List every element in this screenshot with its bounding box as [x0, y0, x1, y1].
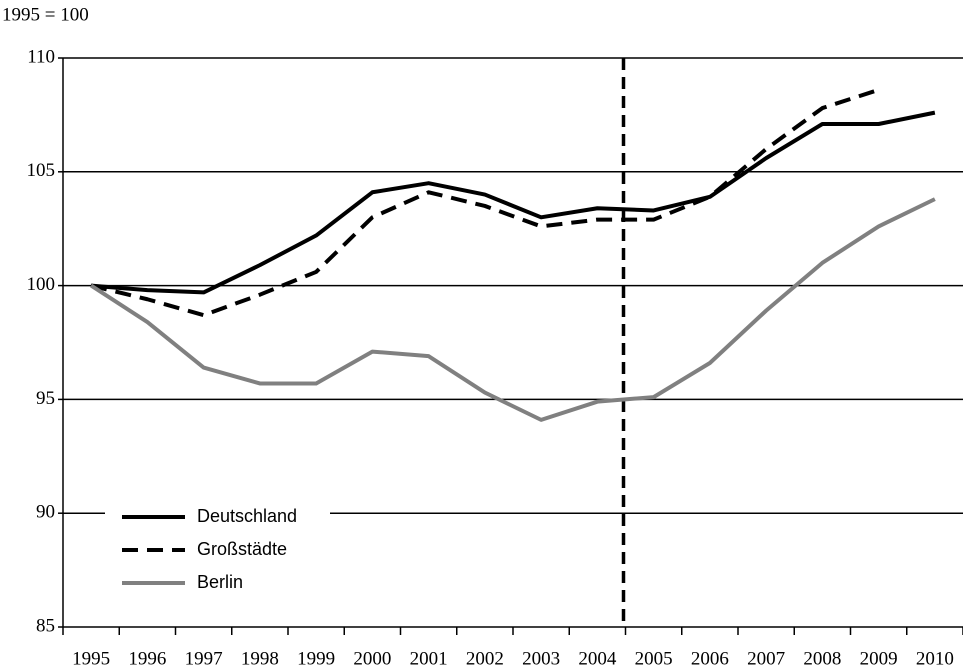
y-tick-label: 90 — [36, 502, 55, 523]
y-tick-label: 85 — [36, 615, 55, 636]
legend-label: Deutschland — [197, 506, 297, 526]
legend-label: Großstädte — [197, 539, 287, 559]
x-tick-label: 1995 — [72, 648, 110, 669]
x-tick-label: 2009 — [860, 648, 898, 669]
x-tick-label: 2008 — [803, 648, 841, 669]
x-tick-label: 2006 — [691, 648, 729, 669]
y-tick-label: 100 — [27, 274, 56, 295]
y-tick-label: 95 — [36, 388, 55, 409]
x-tick-label: 2004 — [578, 648, 617, 669]
x-tick-label: 2007 — [747, 648, 785, 669]
x-tick-label: 1998 — [241, 648, 279, 669]
x-tick-label: 2001 — [410, 648, 448, 669]
x-tick-label: 1996 — [128, 648, 166, 669]
chart-title: 1995 = 100 — [2, 4, 89, 25]
x-tick-label: 1997 — [185, 648, 223, 669]
x-tick-label: 2002 — [466, 648, 504, 669]
x-tick-label: 2000 — [353, 648, 391, 669]
series-line — [90, 110, 936, 295]
series-line — [90, 197, 936, 422]
y-tick-label: 105 — [27, 160, 56, 181]
x-tick-label: 2005 — [635, 648, 673, 669]
x-tick-label: 1999 — [297, 648, 335, 669]
y-tick-label: 110 — [27, 46, 55, 67]
legend-label: Berlin — [197, 572, 243, 592]
series-line — [90, 87, 880, 318]
x-tick-label: 2003 — [522, 648, 560, 669]
x-tick-label: 2010 — [916, 648, 954, 669]
